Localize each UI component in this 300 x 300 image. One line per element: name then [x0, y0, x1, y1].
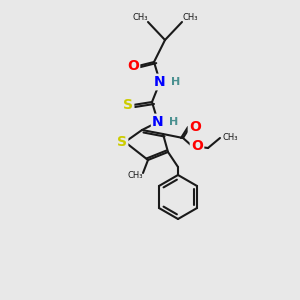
Text: H: H [169, 117, 178, 127]
Text: N: N [154, 75, 166, 89]
Text: CH₃: CH₃ [127, 170, 143, 179]
Text: CH₃: CH₃ [182, 14, 198, 22]
Text: N: N [152, 115, 164, 129]
Text: H: H [171, 77, 181, 87]
Text: CH₃: CH₃ [222, 134, 238, 142]
Text: O: O [189, 120, 201, 134]
Text: CH₃: CH₃ [132, 14, 148, 22]
Text: O: O [191, 139, 203, 153]
Text: S: S [117, 135, 127, 149]
Text: O: O [127, 59, 139, 73]
Text: S: S [123, 98, 133, 112]
